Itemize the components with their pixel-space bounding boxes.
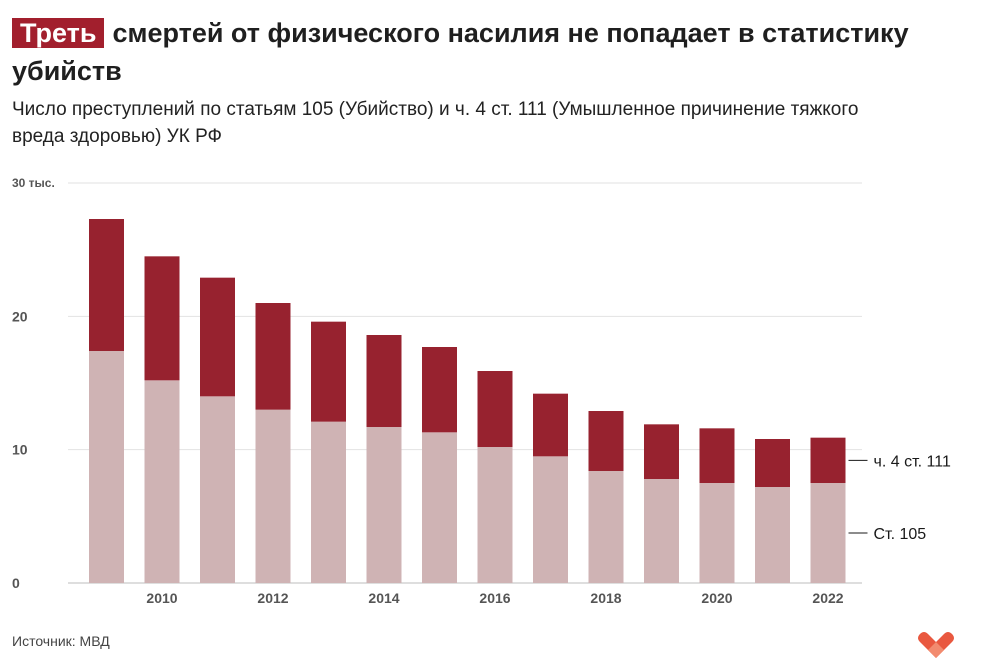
bar-ch4-st111-2011 (200, 277, 235, 397)
bar-ch4-st111-2015 (422, 347, 457, 433)
x-tick-label: 2022 (812, 590, 843, 606)
bar-st105-2022 (810, 483, 846, 583)
logo-icon (918, 632, 954, 658)
bar-ch4-st111-2022 (810, 437, 846, 483)
source-note: Источник: МВД (12, 633, 110, 649)
x-tick-label: 2018 (590, 590, 621, 606)
bar-ch4-st111-2018 (588, 411, 624, 471)
y-tick-label: 30 тыс. (12, 176, 55, 190)
x-tick-label: 2012 (257, 590, 288, 606)
bar-ch4-st111-2010 (144, 256, 180, 381)
bar-ch4-st111-2019 (644, 424, 679, 479)
bar-ch4-st111-2012 (255, 303, 291, 410)
x-tick-label: 2010 (146, 590, 177, 606)
bar-st105-2012 (255, 409, 291, 583)
bar-ch4-st111-2014 (366, 335, 402, 427)
bar-st105-2014 (366, 427, 402, 583)
legend: Ст. 105 ч. 4 ст. 111 (848, 453, 951, 543)
chart-subtitle: Число преступлений по статьям 105 (Убийс… (12, 99, 859, 147)
bar-st105-2017 (533, 456, 568, 583)
bar-st105-2009 (89, 351, 124, 583)
bar-st105-2018 (588, 471, 624, 583)
y-tick-label: 20 (12, 308, 28, 324)
x-tick-label: 2016 (479, 590, 510, 606)
bar-st105-2011 (200, 396, 235, 583)
bar-st105-2016 (477, 447, 513, 583)
bar-ch4-st111-2016 (477, 371, 513, 447)
y-tick-label: 0 (12, 575, 20, 591)
bar-st105-2020 (699, 483, 735, 583)
x-tick-label: 2014 (368, 590, 399, 606)
bar-st105-2010 (144, 380, 180, 583)
gridlines (68, 182, 862, 584)
bar-st105-2013 (311, 421, 346, 583)
x-axis: 2010 2012 2014 2016 2018 2020 2022 (146, 590, 843, 606)
x-tick-label: 2020 (701, 590, 732, 606)
title-highlight: Треть (12, 18, 105, 48)
legend-label-ch4-st111: ч. 4 ст. 111 (874, 453, 951, 470)
chart-title: Треть смертей от физического насилия не п… (12, 14, 912, 90)
bars (89, 219, 846, 583)
bar-st105-2019 (644, 479, 679, 583)
bar-st105-2015 (422, 432, 457, 583)
bar-ch4-st111-2013 (311, 321, 346, 422)
bar-ch4-st111-2017 (533, 393, 568, 457)
bar-ch4-st111-2009 (89, 219, 124, 351)
y-tick-label: 10 (12, 442, 28, 458)
bar-st105-2021 (755, 487, 790, 583)
y-axis: 0 10 20 30 тыс. (12, 176, 55, 591)
legend-label-st105: Ст. 105 (874, 526, 927, 543)
bar-ch4-st111-2020 (699, 428, 735, 483)
title-rest: смертей от физического насилия не попада… (12, 18, 909, 86)
bar-ch4-st111-2021 (755, 439, 790, 487)
